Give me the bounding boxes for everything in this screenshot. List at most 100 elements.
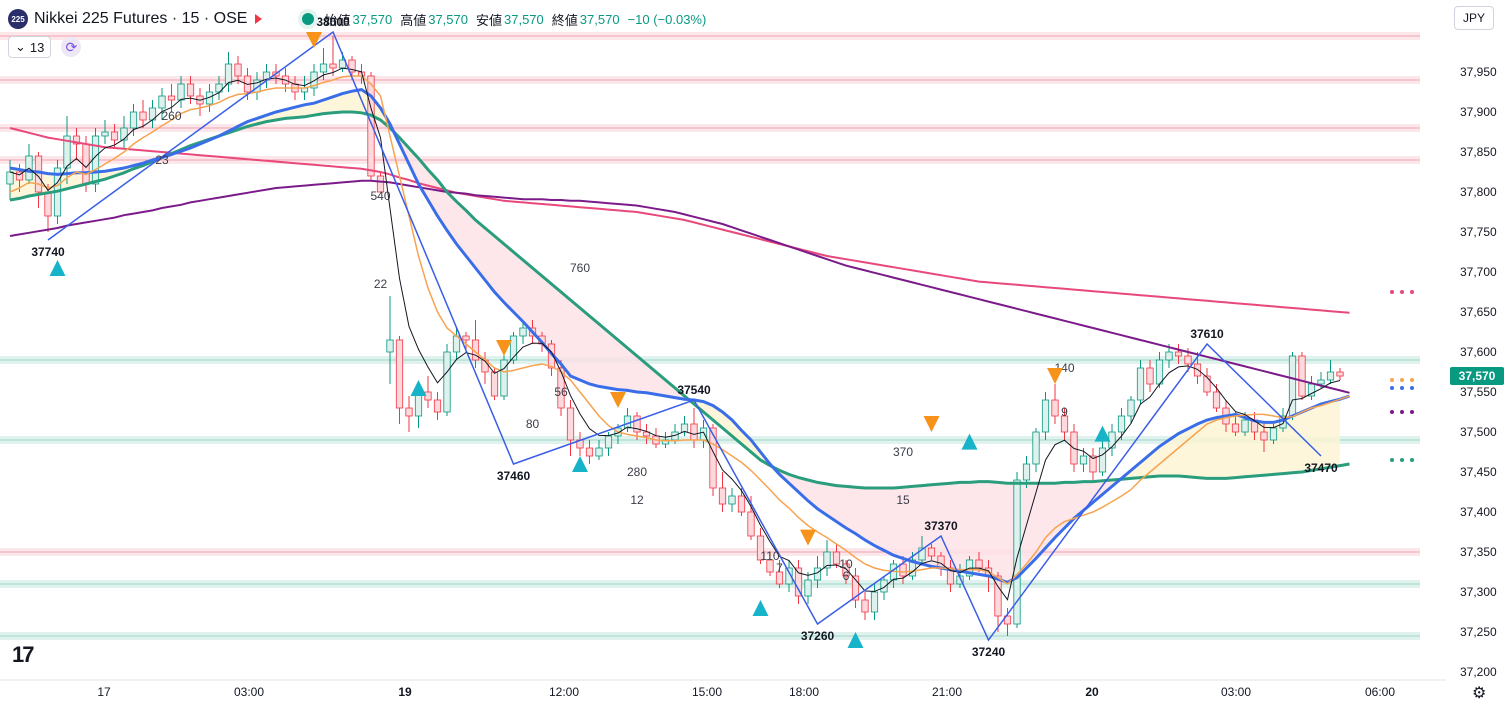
- candle-body: [139, 111, 147, 121]
- symbol-title[interactable]: Nikkei 225 Futures · 15 · OSE: [34, 10, 248, 27]
- ema-cloud-segment: [1321, 401, 1331, 469]
- candle-body: [927, 547, 936, 557]
- y-tick-label: 37,900: [1460, 105, 1497, 119]
- ema-pink-line: [9, 127, 1350, 314]
- projection-dot: [1390, 410, 1394, 414]
- ema-purple-line: [9, 179, 1350, 394]
- currency-select[interactable]: JPY: [1454, 6, 1494, 30]
- candle-body: [72, 135, 81, 145]
- candle-body: [44, 191, 52, 217]
- candle-body: [1165, 351, 1173, 361]
- candle-body: [509, 335, 518, 361]
- candle-body: [1260, 431, 1268, 441]
- candle-body: [1079, 455, 1088, 465]
- projection-dot: [1390, 386, 1394, 390]
- ohlc-high-label: 高値: [400, 12, 427, 28]
- ema-cloud-segment: [741, 430, 751, 452]
- y-tick-label: 37,850: [1460, 145, 1497, 159]
- ema-cloud-segment: [874, 488, 884, 551]
- candle-body: [110, 131, 119, 141]
- candle-body: [405, 407, 413, 417]
- ema-cloud-segment: [903, 486, 913, 562]
- ema-cloud-segment: [333, 93, 343, 113]
- ema-cloud-segment: [817, 482, 827, 516]
- candle-body: [680, 423, 689, 433]
- candle-body: [1060, 415, 1069, 433]
- candle-body: [899, 563, 907, 577]
- candle-body: [994, 575, 1002, 617]
- candle-body: [661, 439, 670, 445]
- buy-signal-marker: [847, 632, 864, 648]
- candle-body: [167, 95, 176, 101]
- x-tick-label: 19: [398, 685, 412, 699]
- zigzag-pivot-label: 37540: [677, 383, 711, 397]
- candle-body: [728, 495, 736, 505]
- candle-body: [642, 431, 651, 437]
- y-tick-label: 37,450: [1460, 465, 1497, 479]
- y-tick-label: 37,400: [1460, 505, 1497, 519]
- ema-cloud-segment: [1074, 481, 1084, 519]
- ema-cloud-segment: [428, 169, 438, 216]
- candle-body: [519, 327, 527, 337]
- ema-cloud-segment: [1197, 420, 1207, 479]
- candle-body: [737, 495, 746, 513]
- candle-body: [234, 63, 242, 77]
- last-price-label: 37,570: [1459, 369, 1496, 383]
- ema-cloud-segment: [1064, 482, 1074, 528]
- ema-cloud-segment: [456, 201, 466, 256]
- buy-signal-marker: [572, 456, 588, 472]
- candle-body: [975, 559, 983, 569]
- candle-body: [842, 563, 850, 577]
- candle-body: [63, 135, 71, 169]
- sell-signal-marker: [610, 392, 626, 408]
- flag-icon[interactable]: [255, 14, 263, 24]
- ohlc-low-label: 安値: [475, 12, 502, 28]
- chevron-down-icon: ⌄: [15, 39, 26, 54]
- candle-body: [386, 339, 394, 353]
- move-size-label: 12: [630, 493, 644, 507]
- zigzag-pivot-label: 37260: [801, 629, 835, 643]
- ema-cloud-segment: [998, 482, 1008, 583]
- y-tick-label: 37,350: [1460, 545, 1497, 559]
- buy-signal-marker: [49, 260, 66, 276]
- candle-body: [1288, 355, 1297, 417]
- candle-body: [1003, 615, 1012, 625]
- projection-dot: [1410, 386, 1414, 390]
- y-tick-label: 37,200: [1460, 665, 1497, 679]
- candle-body: [1127, 399, 1135, 417]
- projection-dot: [1410, 290, 1414, 294]
- settings-icon[interactable]: ⚙: [1472, 685, 1487, 702]
- tradingview-logo[interactable]: 17: [12, 642, 35, 667]
- candle-body: [82, 143, 90, 185]
- indicators-toggle-button[interactable]: ⌄ 13: [8, 36, 52, 58]
- candle-body: [1184, 355, 1192, 365]
- market-status-icon[interactable]: [302, 13, 315, 25]
- candle-body: [794, 567, 803, 597]
- candle-body: [1089, 455, 1097, 473]
- ema-cloud-segment: [513, 252, 523, 322]
- zigzag-pivot-label: 38000: [316, 15, 350, 29]
- ema-cloud-segment: [542, 276, 552, 354]
- ema-cloud-segment: [960, 482, 970, 573]
- candle-body: [348, 59, 356, 73]
- candle-body: [604, 435, 613, 449]
- refresh-icon[interactable]: ⟳: [61, 37, 82, 57]
- candle-body: [433, 399, 442, 413]
- candle-body: [1212, 391, 1221, 409]
- indicator-count: 13: [29, 39, 45, 55]
- projection-dot: [1400, 386, 1404, 390]
- projection-dot: [1400, 378, 1404, 382]
- candle-body: [177, 83, 185, 101]
- ema-cloud-segment: [342, 91, 352, 112]
- zigzag-pivot-label: 37740: [31, 245, 65, 259]
- projection-dot: [1410, 410, 1414, 414]
- candle-body: [946, 567, 955, 585]
- ema-cloud-segment: [1036, 483, 1046, 559]
- move-size-label: 15: [896, 493, 910, 507]
- x-tick-label: 03:00: [234, 685, 264, 699]
- candle-body: [1317, 379, 1325, 385]
- move-size-label: 10: [839, 557, 853, 571]
- indicator-row: ⌄ 13 ⟳: [8, 36, 82, 58]
